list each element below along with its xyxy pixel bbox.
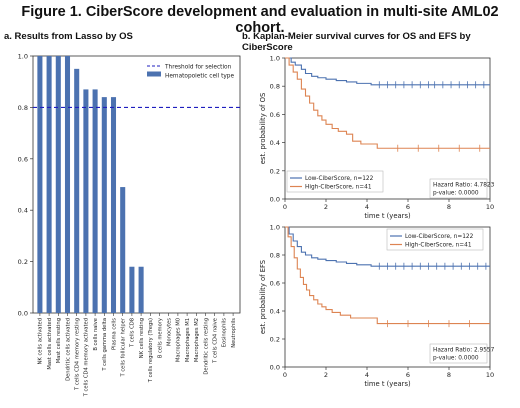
km2-ytick-label: 1.0	[270, 224, 280, 232]
km2-ytick-label: 0.6	[270, 280, 280, 288]
panel-a-bar	[46, 56, 52, 313]
panel-a-xtick-label: T cells CD4 memory activated	[84, 318, 90, 397]
km1-yaxis-label: est. probability of OS	[259, 93, 267, 165]
panel-a-bar	[55, 56, 61, 313]
panel-a-bar	[138, 266, 144, 313]
panel-a-bar	[129, 266, 135, 313]
panel-a-bar	[92, 89, 98, 313]
panel-a-xtick-label: Dendritic cells resting	[203, 318, 209, 375]
km1-plot-frame	[284, 57, 491, 200]
panel-a-bar	[120, 187, 126, 313]
km1-series-0-line	[285, 57, 490, 86]
km1-xaxis-label: time t (years)	[364, 212, 411, 220]
km1-legend-label: High-CiberScore, n=41	[305, 185, 372, 191]
km2-series-1-line	[285, 226, 490, 325]
panel-a-xtick-label: T cells gamma delta	[102, 318, 108, 372]
panel-a-bar	[37, 56, 43, 313]
km2-xtick-label: 2	[324, 371, 328, 379]
panel-a-xtick-label: Dendritic cells activated	[65, 318, 71, 381]
km2-ytick-label: 0.8	[270, 252, 280, 260]
km1-annotation-box	[429, 178, 488, 199]
panel-a-xtick-label: Monocytes	[167, 318, 173, 346]
panel-a-xtick-label: NK cells activated	[38, 318, 44, 364]
panel-a-bar	[101, 97, 107, 314]
km2-series-0-line	[285, 226, 490, 267]
km1-xtick-label: 2	[324, 203, 328, 211]
km2-ytick-label: 0.2	[270, 336, 280, 344]
km1-legend-label: Low-CiberScore, n=122	[305, 176, 374, 182]
panel-a-xtick-label: Eosinophils	[222, 318, 228, 348]
km1-ytick-label: 0.4	[270, 139, 280, 147]
km1-series-1-line	[285, 57, 490, 149]
km1-annotation-text: Hazard Ratio: 4.7823	[433, 183, 495, 189]
km1-ytick-label: 0.6	[270, 111, 280, 119]
panel-a-bar	[83, 89, 89, 313]
panel-a-xtick-label: Plasma cells	[111, 318, 117, 350]
panel-a-xtick-label: T cells regulatory (Tregs)	[148, 318, 154, 383]
panel-a-legend-bar-swatch	[147, 71, 161, 77]
panel-a-xtick-label: B cells naive	[93, 318, 99, 351]
km1-xtick-label: 6	[406, 203, 410, 211]
km2-xtick-label: 4	[365, 371, 369, 379]
panel-a-bar	[110, 97, 117, 314]
km2-annotation-box	[429, 343, 488, 364]
panel-a-xtick-label: T cells CD8	[130, 318, 136, 348]
panel-a-title: a. Results from Lasso by OS	[4, 31, 133, 42]
panel-a-xtick-label: Mast cells resting	[56, 318, 62, 363]
panel-a-legend-threshold-label: Threshold for selection	[164, 65, 232, 71]
panel-a-ytick-label: 0.8	[18, 104, 28, 112]
panel-a-xtick-label: Mast cells activated	[47, 318, 53, 370]
km2-yaxis-label: est. probability of EFS	[259, 260, 267, 334]
panel-a-xtick-label: T cells CD4 naive	[213, 318, 219, 364]
panel-a-xtick-label: Macrophages M0	[176, 318, 182, 362]
km2-xtick-label: 8	[447, 371, 451, 379]
panel-a-ytick-label: 0.6	[18, 155, 28, 163]
panel-a-xtick-label: NK cells resting	[139, 318, 145, 358]
figure-title: Figure 1. CiberScore development and eva…	[21, 4, 499, 36]
km2-xtick-label: 6	[406, 371, 410, 379]
panel-a-plot-frame	[32, 55, 241, 314]
panel-a-xtick-label: B cells memory	[157, 318, 163, 358]
panel-a-bar	[64, 56, 71, 313]
km2-annotation-text: p-value: 0.0000	[433, 356, 479, 362]
panel-a-xtick-label: Macrophages M2	[194, 318, 200, 362]
panel-a-xtick-label: T cells CD4 memory resting	[75, 318, 81, 391]
panel-a-ytick-label: 0.2	[18, 258, 28, 266]
panel-a-ytick-label: 0.0	[18, 310, 28, 318]
km2-xaxis-label: time t (years)	[364, 380, 411, 388]
km2-xtick-label: 10	[486, 371, 494, 379]
km2-legend-box	[386, 228, 484, 251]
km1-xtick-label: 0	[283, 203, 287, 211]
panel-a-xtick-label: Macrophages M1	[185, 318, 191, 362]
panel-a-ytick-label: 1.0	[18, 53, 28, 61]
panel-b-title: b. Kaplan-Meier survival curves for OS a…	[242, 31, 471, 53]
km2-xtick-label: 0	[283, 371, 287, 379]
km1-xtick-label: 10	[486, 203, 494, 211]
panel-a-ytick-label: 0.4	[18, 207, 28, 215]
panel-a-bar	[74, 68, 80, 313]
km1-xtick-label: 4	[365, 203, 369, 211]
km2-annotation-text: Hazard Ratio: 2.9557	[433, 348, 495, 354]
km1-ytick-label: 0.0	[270, 196, 280, 204]
km2-legend-label: Low-CiberScore, n=122	[405, 234, 474, 240]
km1-ytick-label: 1.0	[270, 55, 280, 63]
km1-ytick-label: 0.8	[270, 83, 280, 91]
km2-ytick-label: 0.4	[270, 308, 280, 316]
km2-legend-label: High-CiberScore, n=41	[405, 243, 472, 249]
panel-a-legend-bar-label: Hematopoietic cell type	[165, 74, 234, 80]
km1-ytick-label: 0.2	[270, 167, 280, 175]
panel-a-xtick-label: T cells follicular helper	[121, 317, 127, 377]
km1-annotation-text: p-value: 0.0000	[433, 191, 479, 197]
km2-ytick-label: 0.0	[270, 364, 280, 372]
km1-xtick-label: 8	[447, 203, 451, 211]
km2-plot-frame	[284, 226, 491, 368]
km1-legend-box	[286, 170, 384, 193]
panel-a-xtick-label: Neutrophils	[231, 318, 237, 348]
